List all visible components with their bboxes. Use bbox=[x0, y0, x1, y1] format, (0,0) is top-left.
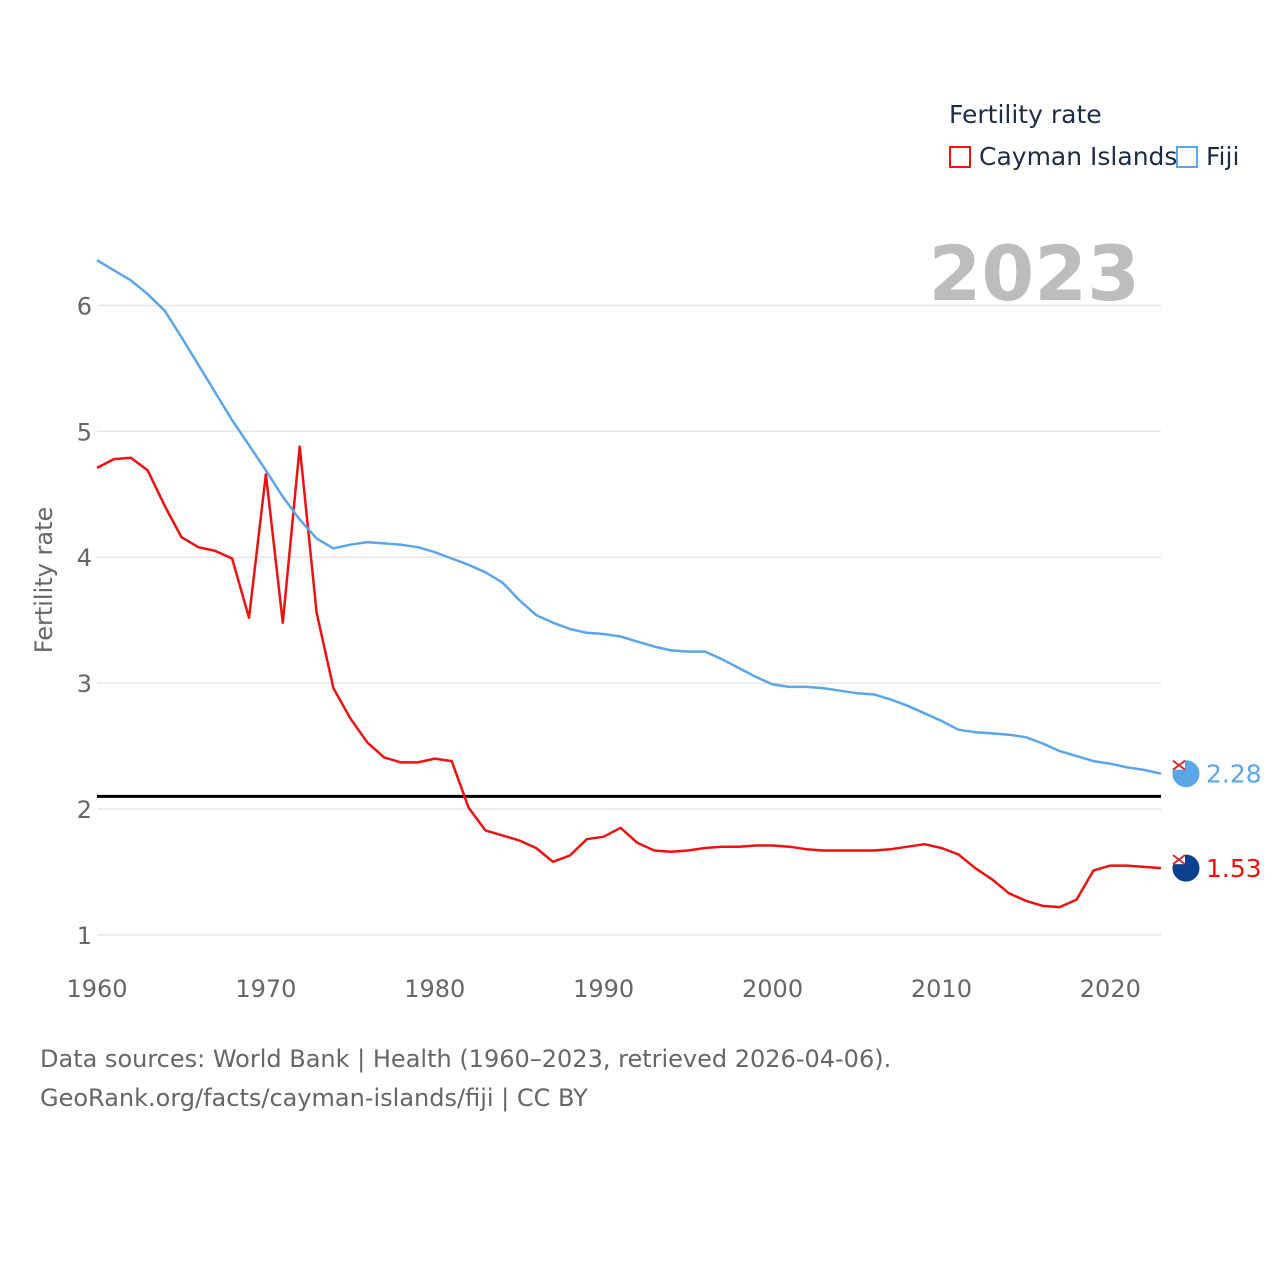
flag-cross-cayman-islands bbox=[1172, 854, 1186, 865]
gridlines bbox=[97, 304, 1161, 936]
legend-item-fiji[interactable]: Fiji bbox=[1176, 142, 1239, 171]
y-tick-label: 6 bbox=[77, 293, 92, 321]
legend-label-cayman-islands: Cayman Islands bbox=[979, 142, 1178, 171]
y-tick-labels: 1 2 3 4 5 6 bbox=[77, 293, 92, 950]
legend-swatch-fiji bbox=[1176, 145, 1198, 168]
legend-swatch-cayman-islands bbox=[949, 145, 971, 168]
x-tick-labels: 1960 1970 1980 1990 2000 2010 2020 bbox=[66, 975, 1140, 1003]
series-end-markers: 1.53 2.28 bbox=[1171, 759, 1262, 883]
x-tick-label: 2010 bbox=[911, 975, 972, 1003]
end-value-label-cayman-islands: 1.53 bbox=[1206, 854, 1262, 883]
data-sources-note: Data sources: World Bank | Health (1960–… bbox=[40, 1045, 892, 1073]
series-lines bbox=[96, 259, 1162, 909]
y-tick-label: 1 bbox=[77, 922, 92, 950]
series-line-fiji bbox=[96, 259, 1162, 775]
y-tick-label: 3 bbox=[77, 670, 92, 698]
year-label: 2023 bbox=[928, 229, 1140, 318]
flag-cross-fiji bbox=[1172, 759, 1186, 771]
y-tick-label: 5 bbox=[77, 418, 92, 446]
x-tick-label: 1990 bbox=[573, 975, 634, 1003]
x-tick-label: 1960 bbox=[66, 975, 127, 1003]
legend-label-fiji: Fiji bbox=[1206, 142, 1240, 171]
series-line-cayman-islands bbox=[96, 445, 1162, 909]
legend-title: Fertility rate bbox=[949, 100, 1102, 129]
legend-item-cayman-islands[interactable]: Cayman Islands bbox=[949, 142, 1177, 171]
x-tick-label: 2000 bbox=[742, 975, 803, 1003]
attribution-link[interactable]: GeoRank.org/facts/cayman-islands/fiji | … bbox=[40, 1084, 588, 1112]
y-tick-label: 2 bbox=[77, 796, 92, 824]
y-tick-label: 4 bbox=[77, 544, 92, 572]
x-tick-label: 1980 bbox=[404, 975, 465, 1003]
x-tick-label: 2020 bbox=[1080, 975, 1141, 1003]
end-value-label-fiji: 2.28 bbox=[1206, 760, 1262, 789]
y-axis-label: Fertility rate bbox=[30, 507, 58, 654]
x-tick-label: 1970 bbox=[235, 975, 296, 1003]
